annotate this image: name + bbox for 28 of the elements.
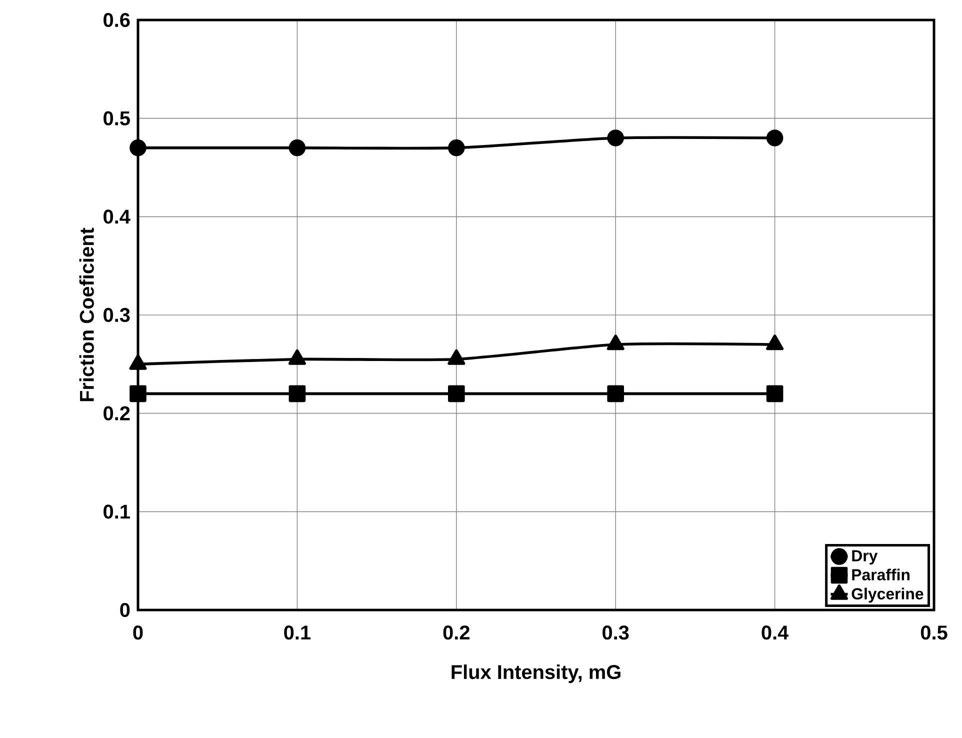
legend-label: Paraffin (852, 568, 910, 580)
point (448, 139, 465, 156)
x-tick-label: 0.4 (762, 626, 789, 640)
point (288, 139, 306, 156)
point (607, 130, 624, 146)
x-tick-label: 0.2 (443, 626, 470, 640)
y-tick-label: 0.5 (104, 111, 130, 126)
point (130, 139, 146, 156)
point (607, 385, 624, 402)
point (130, 385, 146, 402)
point (288, 385, 306, 402)
point (766, 130, 784, 146)
y-tick-label: 0.1 (104, 504, 130, 519)
x-tick-label: 0.1 (284, 626, 310, 640)
y-tick-label: 0.6 (104, 12, 130, 28)
y-tick-label: 0.2 (104, 406, 130, 420)
x-tick-label: 0.5 (920, 626, 948, 640)
y-tick-label: 0.4 (104, 210, 130, 224)
x-tick-label: 0 (133, 626, 143, 640)
x-axis-title: Flux Intensity, mG (452, 664, 620, 684)
y-tick-label: 0 (120, 602, 130, 618)
x-tick-label: 0.3 (602, 626, 629, 640)
point (448, 385, 465, 402)
legend-label: Glycerine (852, 588, 924, 603)
y-axis-title: Friction Coeficient (79, 228, 94, 402)
point (766, 385, 784, 402)
legend-label: Dry (852, 550, 878, 565)
y-tick-label: 0.3 (104, 308, 130, 322)
